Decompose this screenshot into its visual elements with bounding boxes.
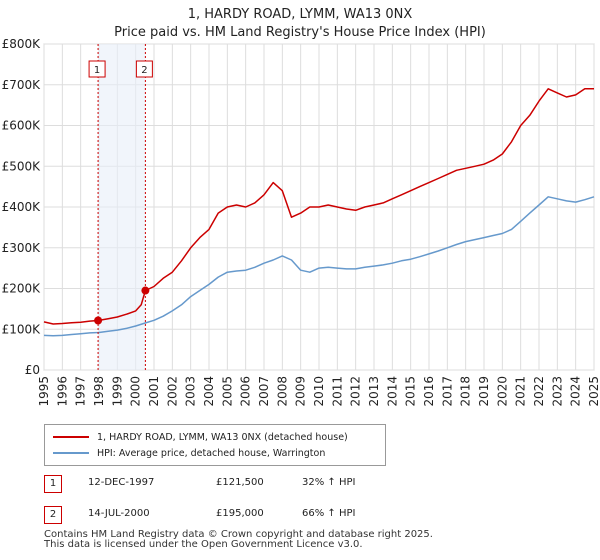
legend-item-property: 1, HARDY ROAD, LYMM, WA13 0NX (detached …: [53, 429, 348, 445]
x-tick-label: 2011: [330, 376, 344, 407]
sale-number-badge: 2: [44, 506, 62, 524]
footer: Contains HM Land Registry data © Crown c…: [44, 530, 433, 550]
legend-label-property: 1, HARDY ROAD, LYMM, WA13 0NX (detached …: [97, 431, 348, 443]
legend-item-hpi: HPI: Average price, detached house, Warr…: [53, 445, 325, 461]
footer-line2: This data is licensed under the Open Gov…: [44, 539, 363, 550]
sale-hpi-change: 66% ↑ HPI: [302, 508, 356, 519]
sale-hpi-change: 32% ↑ HPI: [302, 477, 356, 488]
sale-row: 1 12-DEC-1997 £121,500 32% ↑ HPI: [44, 475, 584, 495]
property-price-line: [43, 88, 594, 325]
legend-swatch-hpi: [53, 452, 89, 454]
sale-price: £121,500: [216, 477, 264, 488]
x-tick-label: 2023: [550, 376, 564, 407]
sale-label-box: [135, 60, 153, 78]
x-tick-label: 2004: [202, 376, 216, 407]
legend-label-hpi: HPI: Average price, detached house, Warr…: [97, 447, 326, 459]
hpi-line: [43, 196, 595, 337]
axes: £0 £100K £200K £300K £400K £500K £600K £700K £80…: [2, 37, 600, 407]
x-tick-label: 2009: [294, 376, 308, 407]
x-tick-label: 2012: [349, 376, 363, 407]
x-tick-label: 2021: [514, 376, 528, 407]
y-tick-label: £200K: [2, 282, 42, 296]
y-tick-label: £800K: [2, 37, 42, 51]
sale-label-box: [88, 60, 106, 78]
chart-title: 1, HARDY ROAD, LYMM, WA13 0NX Price paid…: [0, 6, 600, 42]
sale-point: [141, 286, 150, 295]
sale-label: 2: [141, 65, 147, 76]
x-tick-label: 2019: [477, 376, 491, 407]
series: [43, 88, 595, 337]
x-tick-label: 1995: [37, 376, 51, 407]
y-tick-label: £600K: [2, 119, 42, 133]
y-tick-label: £400K: [2, 200, 42, 214]
x-tick-label: 2005: [220, 376, 234, 407]
chart-title-line1: 1, HARDY ROAD, LYMM, WA13 0NX: [187, 7, 413, 22]
x-tick-label: 2008: [275, 376, 289, 407]
chart-title-line2: Price paid vs. HM Land Registry's House …: [114, 25, 486, 40]
legend: 1, HARDY ROAD, LYMM, WA13 0NX (detached …: [44, 424, 386, 466]
y-tick-label: £500K: [2, 159, 42, 173]
x-tick-label: 2006: [239, 376, 253, 407]
sale-point: [94, 316, 103, 325]
x-tick-label: 2010: [312, 376, 326, 407]
sale-highlight: [98, 44, 146, 370]
footer-line1: Contains HM Land Registry data © Crown c…: [44, 529, 433, 540]
x-tick-label: 2022: [532, 376, 546, 407]
x-tick-label: 1998: [92, 376, 106, 407]
x-tick-label: 1999: [110, 376, 124, 407]
y-tick-label: £700K: [2, 78, 42, 92]
x-tick-label: 2007: [257, 376, 271, 407]
sale-period-band: [98, 44, 146, 370]
legend-swatch-property: [53, 436, 89, 438]
sale-date: 14-JUL-2000: [88, 508, 150, 519]
sale-row: 2 14-JUL-2000 £195,000 66% ↑ HPI: [44, 506, 584, 526]
y-tick-label: £0: [25, 363, 40, 377]
x-tick-label: 2002: [165, 376, 179, 407]
x-tick-label: 2020: [495, 376, 509, 407]
x-tick-label: 1996: [55, 376, 69, 407]
sale-date: 12-DEC-1997: [88, 477, 155, 488]
x-tick-label: 2014: [385, 376, 399, 407]
x-tick-label: 2003: [184, 376, 198, 407]
sale-number-badge: 1: [44, 475, 62, 493]
x-tick-label: 2017: [440, 376, 454, 407]
x-tick-label: 2015: [404, 376, 418, 407]
x-tick-label: 2001: [147, 376, 161, 407]
x-tick-label: 1997: [74, 376, 88, 407]
y-tick-label: £100K: [2, 322, 42, 336]
y-tick-label: £300K: [2, 241, 42, 255]
x-tick-label: 2000: [129, 376, 143, 407]
x-tick-label: 2018: [459, 376, 473, 407]
x-tick-label: 2024: [569, 376, 583, 407]
x-tick-label: 2025: [587, 376, 600, 407]
sale-label: 1: [94, 65, 100, 76]
sale-price: £195,000: [216, 508, 264, 519]
x-tick-label: 2013: [367, 376, 381, 407]
x-tick-label: 2016: [422, 376, 436, 407]
